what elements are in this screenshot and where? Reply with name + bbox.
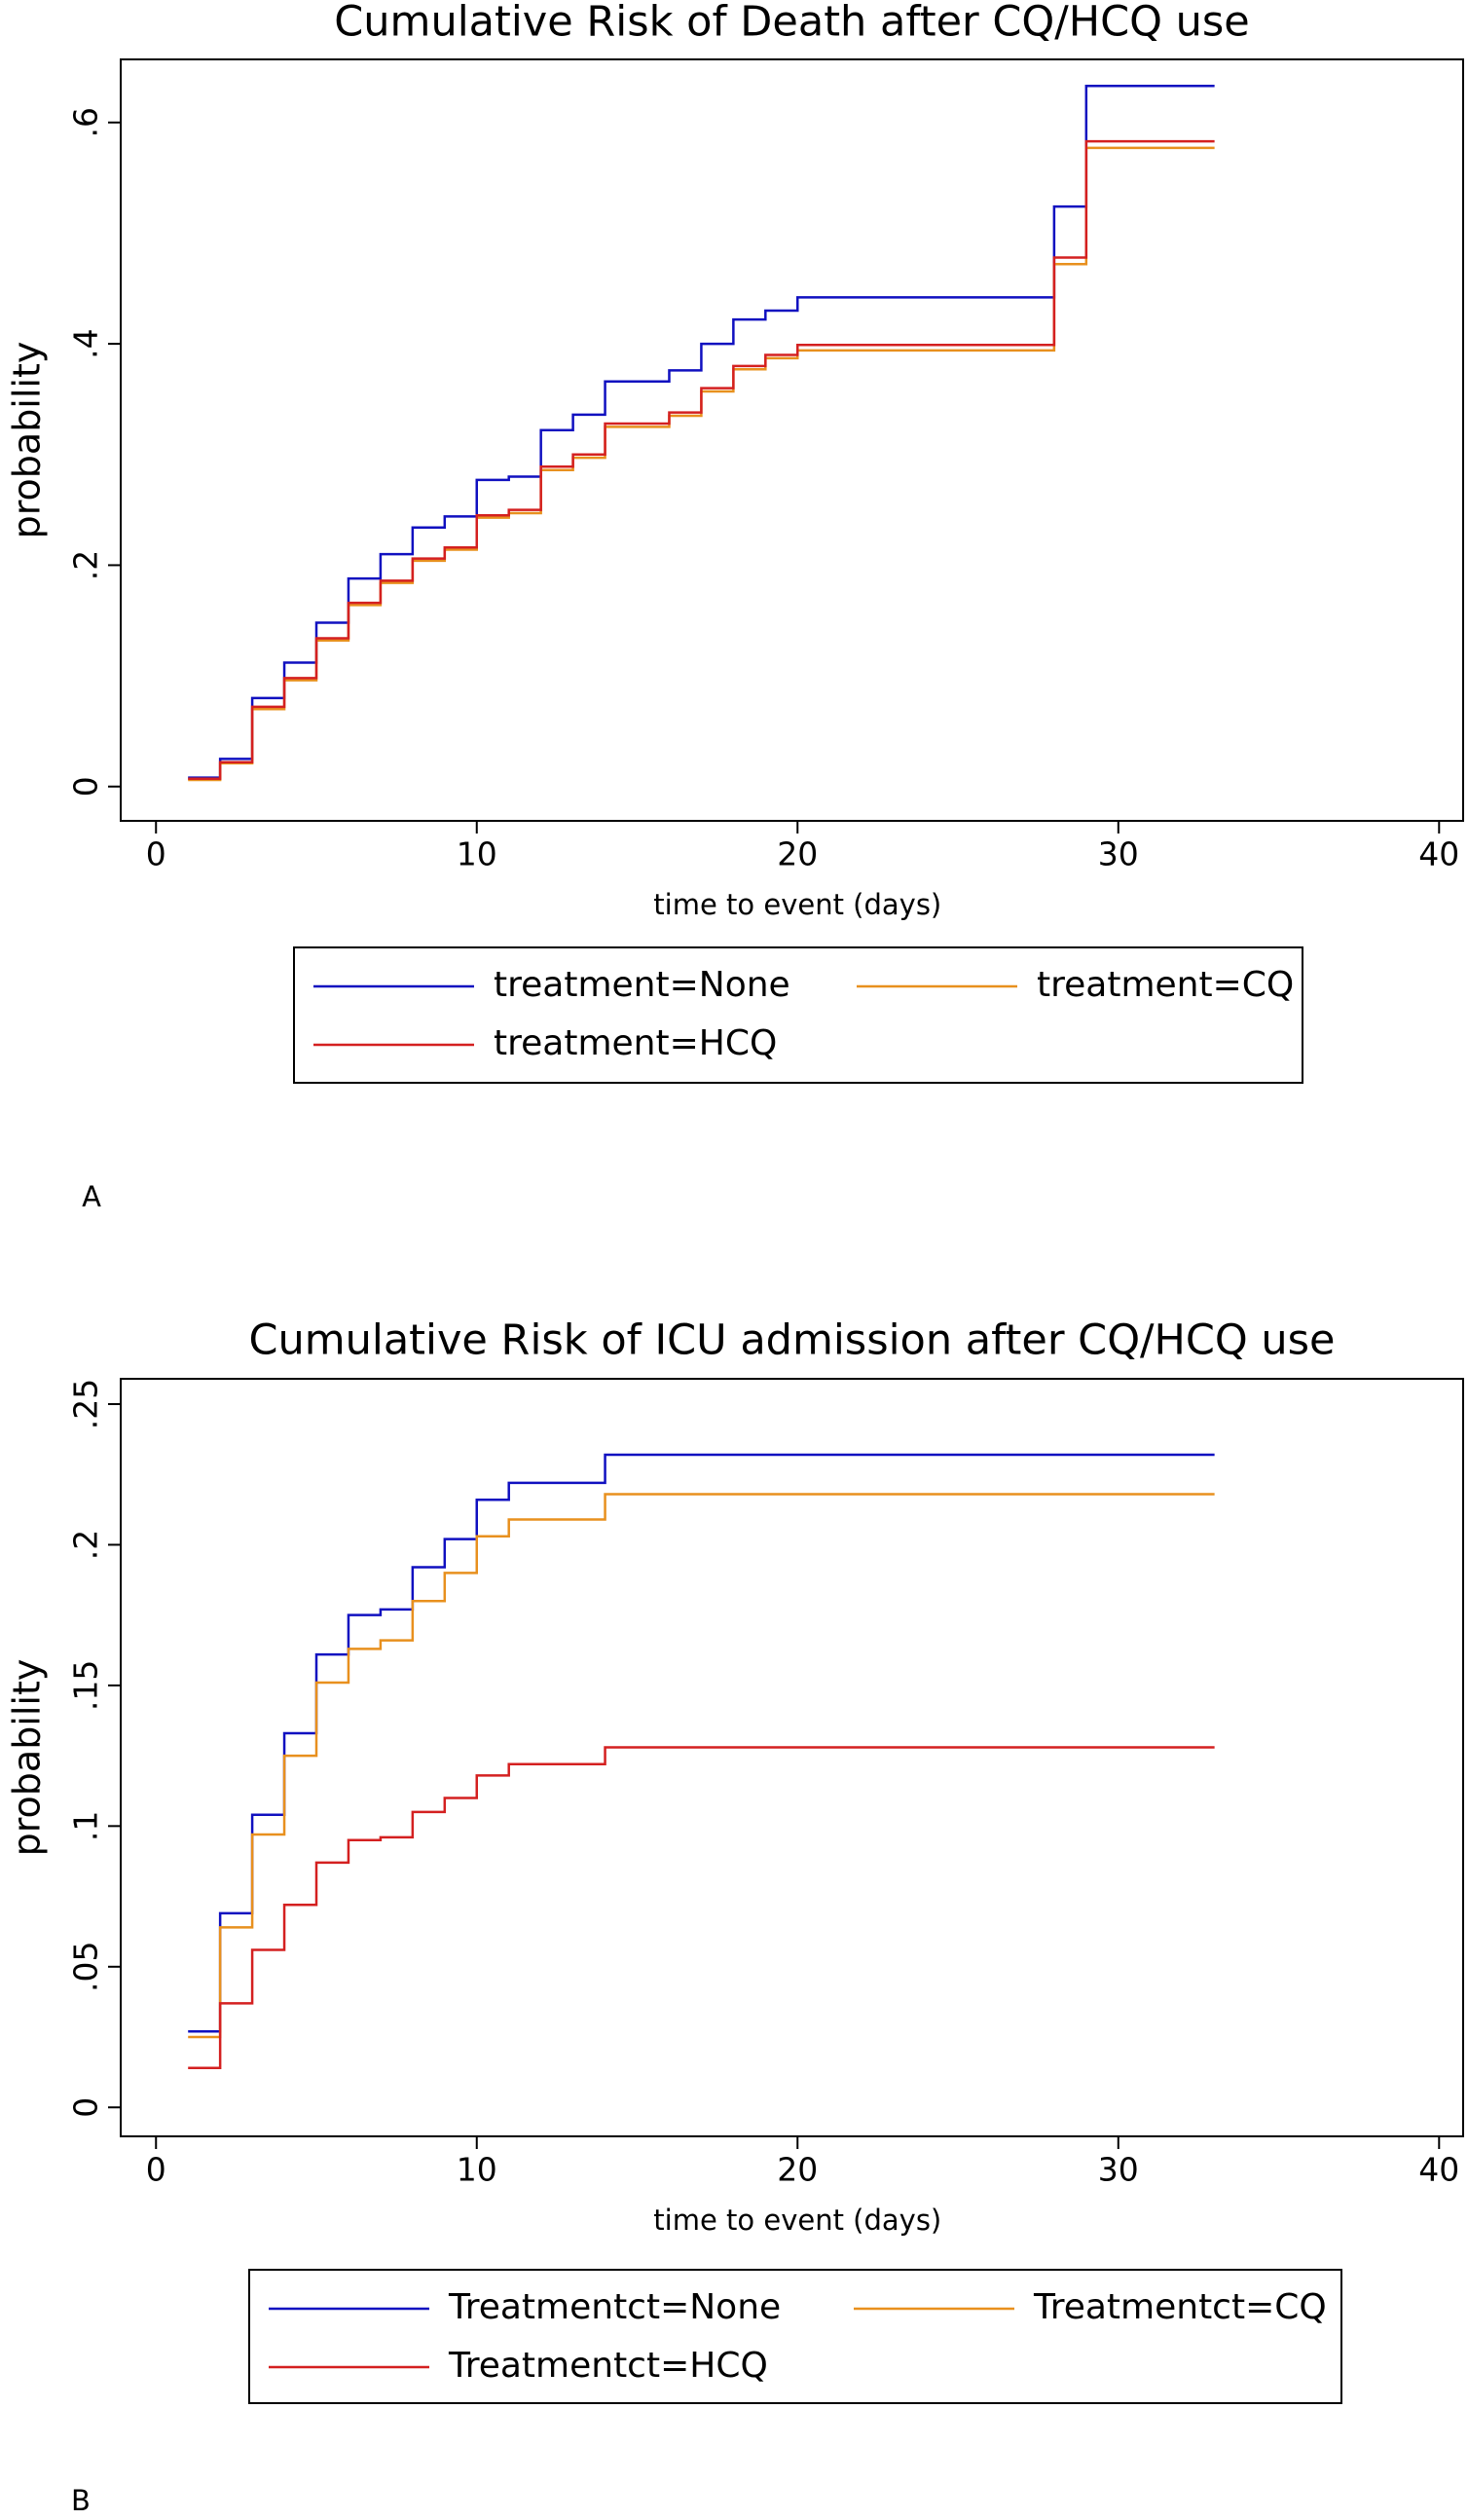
- legend-box: [248, 2269, 1342, 2404]
- x-tick-label: 20: [777, 2151, 818, 2189]
- y-tick-label: .25: [67, 1379, 105, 1429]
- y-axis-label: probability: [6, 1659, 49, 1857]
- x-tick-label: 30: [1098, 835, 1139, 873]
- plot-frame: [120, 58, 1464, 822]
- chart-title: Cumulative Risk of Death after CQ/HCQ us…: [334, 0, 1249, 47]
- y-tick-label: 0: [67, 2097, 105, 2118]
- y-tick-label: .4: [67, 328, 105, 359]
- series-line: [188, 1453, 1215, 2033]
- series-line: [188, 1493, 1215, 2039]
- legend-label: treatment=HCQ: [494, 1023, 777, 1063]
- legend-label: Treatmentct=CQ: [1033, 2287, 1327, 2327]
- y-axis-label: probability: [6, 342, 49, 539]
- x-tick-label: 30: [1098, 2151, 1139, 2189]
- x-tick-label: 20: [777, 835, 818, 873]
- y-tick-label: .2: [67, 550, 105, 581]
- y-tick-label: .2: [67, 1530, 105, 1561]
- panel-label: B: [71, 2484, 91, 2517]
- series-line: [188, 146, 1215, 782]
- plot-frame: [120, 1378, 1464, 2137]
- x-axis-label: time to event (days): [653, 888, 941, 921]
- y-tick-label: .1: [67, 1811, 105, 1842]
- panel-label: A: [82, 1180, 101, 1213]
- series-line: [188, 1746, 1215, 2070]
- y-tick-label: .15: [67, 1660, 105, 1711]
- x-tick-label: 10: [457, 835, 497, 873]
- x-tick-label: 0: [146, 2151, 166, 2189]
- chart-title: Cumulative Risk of ICU admission after C…: [248, 1316, 1335, 1365]
- legend-label: Treatmentct=None: [448, 2287, 781, 2327]
- legend-label: treatment=CQ: [1037, 965, 1294, 1005]
- x-tick-label: 0: [146, 835, 166, 873]
- legend-label: treatment=None: [494, 965, 790, 1005]
- y-tick-label: .6: [67, 107, 105, 137]
- x-axis-label: time to event (days): [653, 2204, 941, 2237]
- x-tick-label: 40: [1418, 835, 1459, 873]
- x-tick-label: 10: [457, 2151, 497, 2189]
- legend-box: [293, 946, 1303, 1084]
- x-tick-label: 40: [1418, 2151, 1459, 2189]
- legend-label: Treatmentct=HCQ: [448, 2346, 768, 2386]
- y-tick-label: .05: [67, 1942, 105, 1992]
- y-tick-label: 0: [67, 776, 105, 797]
- series-line: [188, 85, 1215, 779]
- series-line: [188, 139, 1215, 781]
